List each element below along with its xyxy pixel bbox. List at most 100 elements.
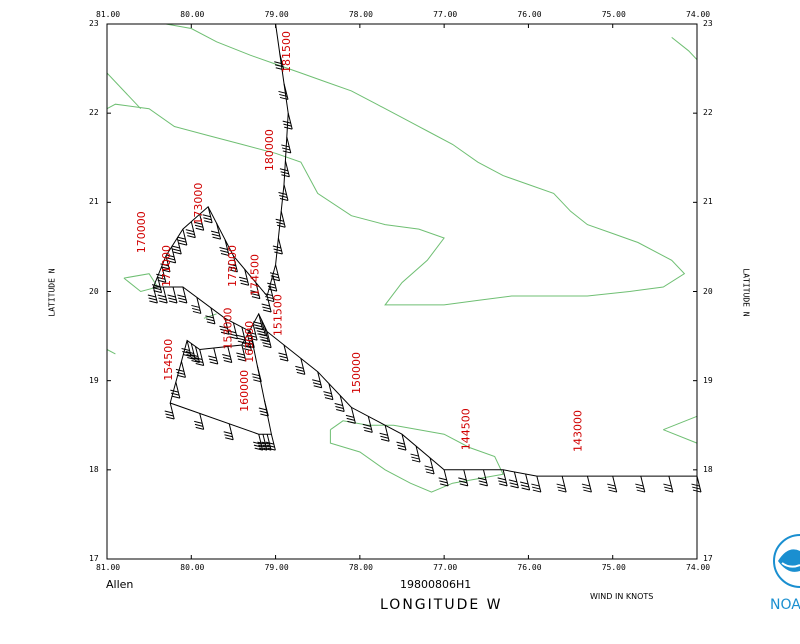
wind-barb-feather [161,266,170,270]
wind-barb-feather [281,144,290,148]
lon-tick-label-bottom: 78.00 [348,563,373,572]
wind-barb [210,223,222,240]
wind-barb-feather [254,327,263,331]
wind-barb-feather [167,260,176,264]
wind-barb [185,221,196,239]
wind-barb-shaft [350,407,356,424]
wind-barb-feather [195,227,204,231]
wind-barb-feather [497,477,506,481]
wind-barb-feather [220,328,229,332]
wind-barb-shaft [195,346,200,363]
wind-barb [160,255,171,273]
wind-barb-shaft [224,318,230,335]
wind-barb [279,160,290,178]
wind-barb [181,340,192,358]
wind-barb-feather [635,483,644,487]
wind-barb-feather [312,379,321,383]
wind-barb-feather [181,348,190,352]
wind-barb-feather [170,389,179,393]
wind-barb [663,475,674,493]
wind-barb-feather [178,300,187,304]
wind-barb-feather [380,435,389,439]
coastline [203,313,217,319]
wind-barb-feather [270,275,279,279]
wind-barb-feather [220,250,229,253]
wind-barb-shaft [612,475,618,493]
wind-barb-feather [253,379,262,383]
wind-barb-feather [167,294,176,298]
wind-barb-shaft [300,358,306,375]
wind-barb [227,322,238,340]
wind-barb [278,344,289,362]
wind-barb-feather [556,483,565,487]
time-labels-layer: 181500 180000 173000 170000 171000 173000 1745… [135,31,585,452]
wind-barb-shaft [287,113,293,130]
wind-barb-shaft [272,275,278,292]
wind-barb-feather [269,272,279,276]
wind-barb [157,286,168,304]
wind-barb-feather [176,371,185,375]
wind-barb-feather [691,483,700,487]
wind-barb-feather [191,304,200,308]
wind-barb-feather [282,120,291,124]
wind-barb-feather [296,371,305,375]
wind-barb-feather [259,336,268,340]
wind-barb-feather [664,489,674,493]
wind-barb-shaft [277,237,283,255]
wind-barb-feather [498,480,507,484]
wind-barb-feather [635,486,645,490]
wind-barb-feather [261,441,270,445]
wind-barb-feather [608,489,617,493]
wind-barb-feather [224,434,233,438]
wind-barb-feather [277,224,286,228]
wind-barb-shaft [443,469,449,486]
wind-barb-shaft [232,255,238,272]
lat-tick-label-right: 18 [703,464,713,474]
wind-barb-shaft [536,475,542,493]
wind-barb-feather [279,358,289,362]
wind-barb-feather [607,483,616,487]
lat-tick-label-left: 17 [89,554,99,563]
wind-barb-feather [268,288,277,292]
wind-barb-shaft [317,371,323,388]
wind-barb-feather [267,282,276,286]
wind-barb-feather [278,192,287,195]
wind-barb-feather [276,221,285,225]
wind-barb-feather [187,357,196,360]
wind-barb [264,285,275,303]
wind-barb-feather [260,339,269,343]
wind-barb-feather [158,297,167,301]
storm-name: Allen [106,578,134,591]
time-label: 170000 [135,211,148,253]
wind-barb-feather [267,447,276,451]
time-label: 163000 [243,321,256,363]
wind-barb-shaft [227,346,233,363]
wind-barb-feather [521,487,530,491]
wind-barb-feather [212,236,221,240]
wind-barb-feather [257,441,266,445]
wind-barb-shaft [384,425,390,442]
wind-barb-feather [278,90,287,94]
wind-barb [194,413,205,430]
wind-barb-feather [239,279,249,283]
wind-barb-feather [192,310,202,314]
wind-barb-feather [165,254,175,258]
wind-barb-feather [324,394,333,398]
wind-barb-shaft [190,343,196,360]
wind-barb-feather [477,477,487,481]
wind-barb-feather [532,489,541,493]
wind-barb-feather [531,483,540,487]
wind-barb [278,83,289,100]
wind-barb [278,184,289,201]
wind-barb-feather [263,447,272,451]
wind-barb-feather [280,171,289,175]
wind-barb [424,457,435,475]
wind-barb-feather [177,297,187,301]
time-label: 151500 [272,294,285,336]
wind-barb-feather [295,368,305,372]
wind-barb [253,434,264,451]
lon-tick-label-bottom: 75.00 [601,563,626,572]
time-label: 143000 [572,410,585,452]
wind-barb-feather [267,285,277,289]
